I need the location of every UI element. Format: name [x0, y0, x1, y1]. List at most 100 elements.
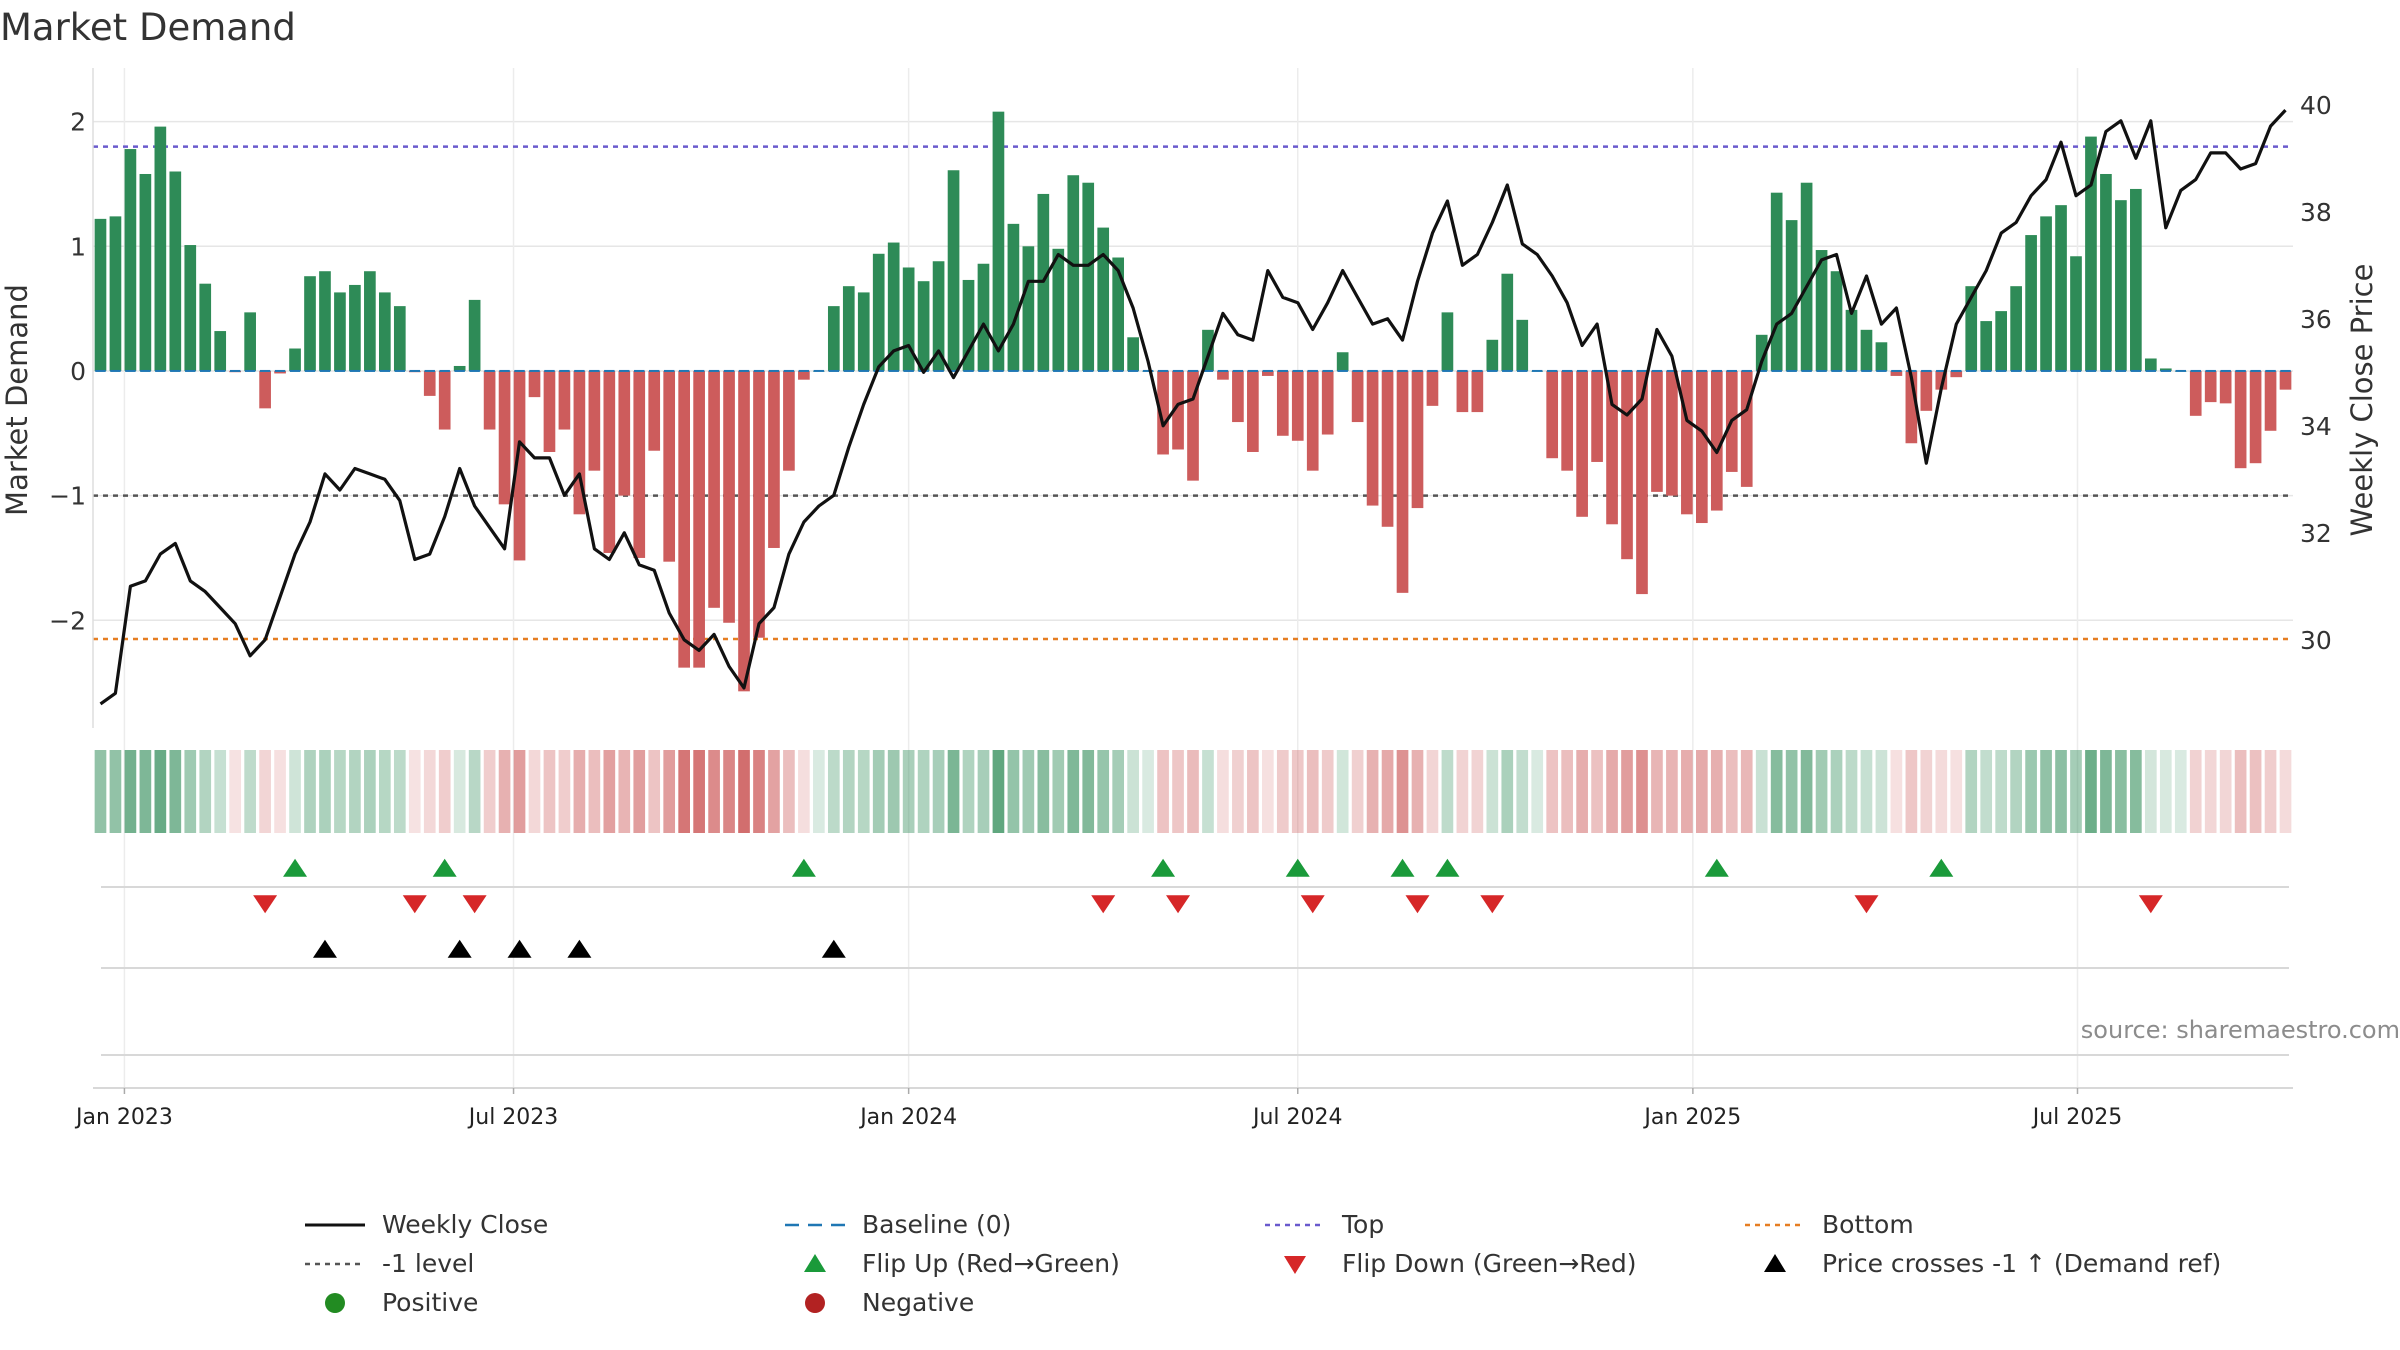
flip-down-marker [1166, 895, 1191, 914]
legend-swatch-neg_dot [805, 1292, 825, 1313]
demand-bar [468, 299, 481, 371]
demand-bar [1785, 220, 1798, 371]
heat-cell [1995, 750, 2007, 833]
price-cross-marker [567, 939, 592, 958]
legend-item-neg_dot: Negative [780, 1286, 1260, 1319]
demand-bar [513, 370, 526, 561]
x-tick-label: Jul 2024 [1251, 1105, 1343, 1130]
heat-cell [1336, 750, 1349, 833]
heat-cell [977, 750, 990, 833]
heat-cell [1875, 750, 1888, 833]
heat-cell [1770, 750, 1783, 833]
heat-cell [1456, 750, 1469, 833]
legend-swatch-flip_down [1284, 1255, 1306, 1274]
heat-cell [94, 750, 107, 833]
heat-cell [1351, 750, 1364, 833]
demand-bar [962, 279, 975, 371]
demand-bar [2144, 358, 2157, 371]
demand-bar [1755, 334, 1768, 371]
y2-tick-label: 36 [2300, 305, 2332, 334]
heat-cell [1471, 750, 1484, 833]
heat-cell [1710, 750, 1723, 833]
y2-tick-label: 40 [2300, 91, 2332, 120]
grid-layer [93, 68, 2293, 1088]
heat-cell [1636, 750, 1648, 833]
heat-cell [438, 750, 451, 833]
demand-bar [1112, 257, 1125, 371]
heat-cell [2010, 750, 2022, 833]
heat-cell [2100, 750, 2112, 833]
heat-cell [917, 750, 930, 833]
demand-bar [648, 370, 661, 451]
heat-cell [364, 750, 376, 833]
demand-bar [169, 171, 182, 371]
heat-cell [1381, 750, 1394, 833]
demand-bar [842, 286, 855, 371]
legend-item-flip_down: Flip Down (Green→Red) [1260, 1247, 1740, 1280]
x-tick-label: Jul 2025 [2031, 1105, 2123, 1130]
demand-bar [1561, 370, 1573, 471]
demand-bar [1815, 250, 1828, 371]
y-tick-label: 1 [70, 232, 86, 261]
heat-cell [2085, 750, 2097, 833]
heat-cell [857, 750, 870, 833]
demand-bar [1007, 223, 1020, 371]
demand-bar [349, 284, 361, 371]
demand-bar [1351, 370, 1364, 423]
reference-lines [93, 145, 2293, 641]
y-tick-label: −1 [49, 482, 86, 511]
heat-cell [2249, 750, 2262, 833]
flip-up-marker [791, 858, 816, 877]
demand-bar [2279, 370, 2292, 390]
demand-bar [1276, 370, 1289, 436]
heat-cell [1172, 750, 1184, 833]
heat-cell [813, 750, 825, 833]
price-cross-marker [447, 939, 472, 958]
heat-cell [902, 750, 915, 833]
demand-bar [274, 370, 286, 374]
heat-cell [1441, 750, 1454, 833]
demand-bar [1920, 370, 1933, 411]
heat-cell [887, 750, 900, 833]
heat-cell [2115, 750, 2127, 833]
demand-bar [364, 271, 376, 371]
legend-symbol-cross [1740, 1247, 1810, 1280]
price-cross-marker [821, 939, 846, 958]
heat-cell [1097, 750, 1110, 833]
demand-bar [94, 218, 107, 371]
demand-bar [1576, 370, 1588, 517]
demand-bar [798, 370, 810, 380]
demand-bar [1067, 175, 1080, 371]
heat-cell [1935, 750, 1948, 833]
heat-cell [1860, 750, 1873, 833]
heat-cell [1845, 750, 1858, 833]
heat-cell [693, 750, 705, 833]
demand-bar [2025, 235, 2037, 371]
demand-bar [618, 370, 631, 496]
demand-bar [1187, 370, 1199, 481]
y-tick-label: 0 [70, 357, 86, 386]
heat-cell [334, 750, 346, 833]
heat-cell [1576, 750, 1588, 833]
demand-bar [1052, 248, 1065, 371]
heat-cell [708, 750, 720, 833]
legend-label-close: Weekly Close [382, 1210, 549, 1239]
heat-cell [468, 750, 481, 833]
heat-cell [139, 750, 152, 833]
demand-bar [947, 170, 960, 371]
heat-cell [1830, 750, 1843, 833]
heat-cell [1546, 750, 1559, 833]
heat-cell [558, 750, 571, 833]
heat-cell [184, 750, 197, 833]
y-tick-label: 2 [70, 108, 86, 137]
heat-cell [1202, 750, 1214, 833]
heat-cell [2159, 750, 2172, 833]
demand-bar [139, 173, 152, 371]
demand-bar [2085, 136, 2097, 371]
demand-bar [1800, 182, 1813, 371]
heat-cell [2070, 750, 2082, 833]
legend-label-top: Top [1342, 1210, 1385, 1239]
heat-cell [408, 750, 421, 833]
price-cross-marker [507, 939, 532, 958]
demand-bar [932, 261, 945, 371]
